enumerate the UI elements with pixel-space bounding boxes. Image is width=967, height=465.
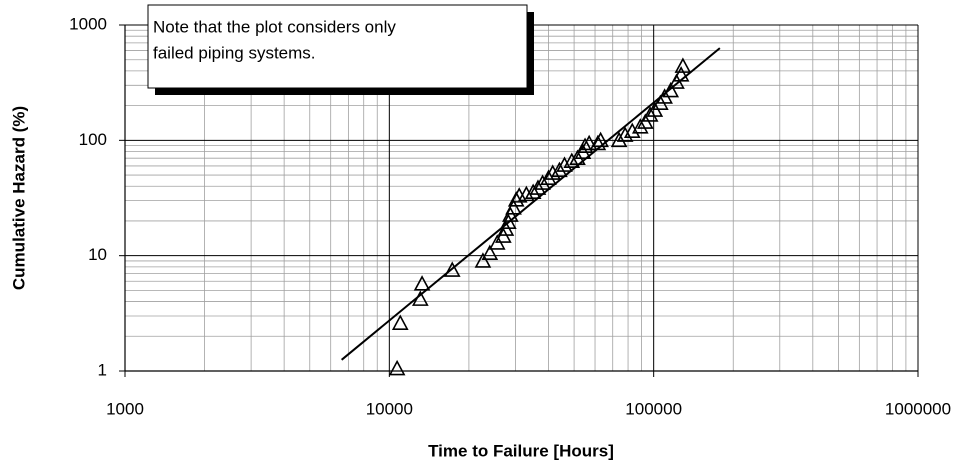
- x-tick-label: 1000: [106, 399, 144, 418]
- data-point: [443, 261, 461, 277]
- y-tick-label: 1: [98, 360, 107, 379]
- data-point: [481, 244, 499, 261]
- data-point: [518, 185, 535, 202]
- annotation-text: Note that the plot considers only: [153, 17, 396, 36]
- annotation-text: failed piping systems.: [153, 43, 316, 62]
- data-point: [540, 169, 557, 185]
- y-tick-label: 10: [88, 245, 107, 264]
- data-point: [413, 275, 431, 291]
- data-point: [576, 137, 594, 153]
- data-point: [610, 131, 628, 148]
- data-point: [556, 156, 573, 172]
- data-point: [616, 126, 634, 142]
- data-point: [534, 174, 551, 190]
- y-tick-label: 100: [79, 130, 107, 149]
- data-point: [505, 199, 522, 215]
- x-tick-label: 100000: [625, 399, 682, 418]
- data-point: [580, 134, 598, 151]
- data-point: [388, 359, 406, 376]
- data-point: [544, 164, 562, 180]
- fit-line: [340, 47, 721, 361]
- data-point: [589, 134, 607, 151]
- y-tick-label: 1000: [69, 14, 107, 33]
- annotation: Note that the plot considers only failed …: [147, 4, 534, 95]
- data-point: [674, 57, 692, 73]
- data-point: [641, 106, 659, 122]
- data-point: [411, 290, 429, 306]
- y-axis-title: Cumulative Hazard (%): [9, 106, 28, 290]
- data-point: [474, 252, 492, 268]
- data-point: [672, 66, 690, 82]
- x-tick-label: 1000000: [885, 399, 951, 418]
- data-point: [592, 131, 609, 148]
- data-point: [529, 179, 547, 195]
- x-tick-label: 10000: [366, 399, 413, 418]
- annotation-box: [147, 4, 528, 89]
- data-point: [563, 152, 581, 168]
- data-point: [391, 314, 409, 330]
- data-point: [662, 81, 680, 98]
- data-point: [551, 161, 568, 178]
- data-point: [524, 183, 542, 200]
- data-point: [631, 118, 649, 134]
- x-axis-title: Time to Failure [Hours]: [428, 441, 614, 460]
- data-point: [623, 122, 641, 139]
